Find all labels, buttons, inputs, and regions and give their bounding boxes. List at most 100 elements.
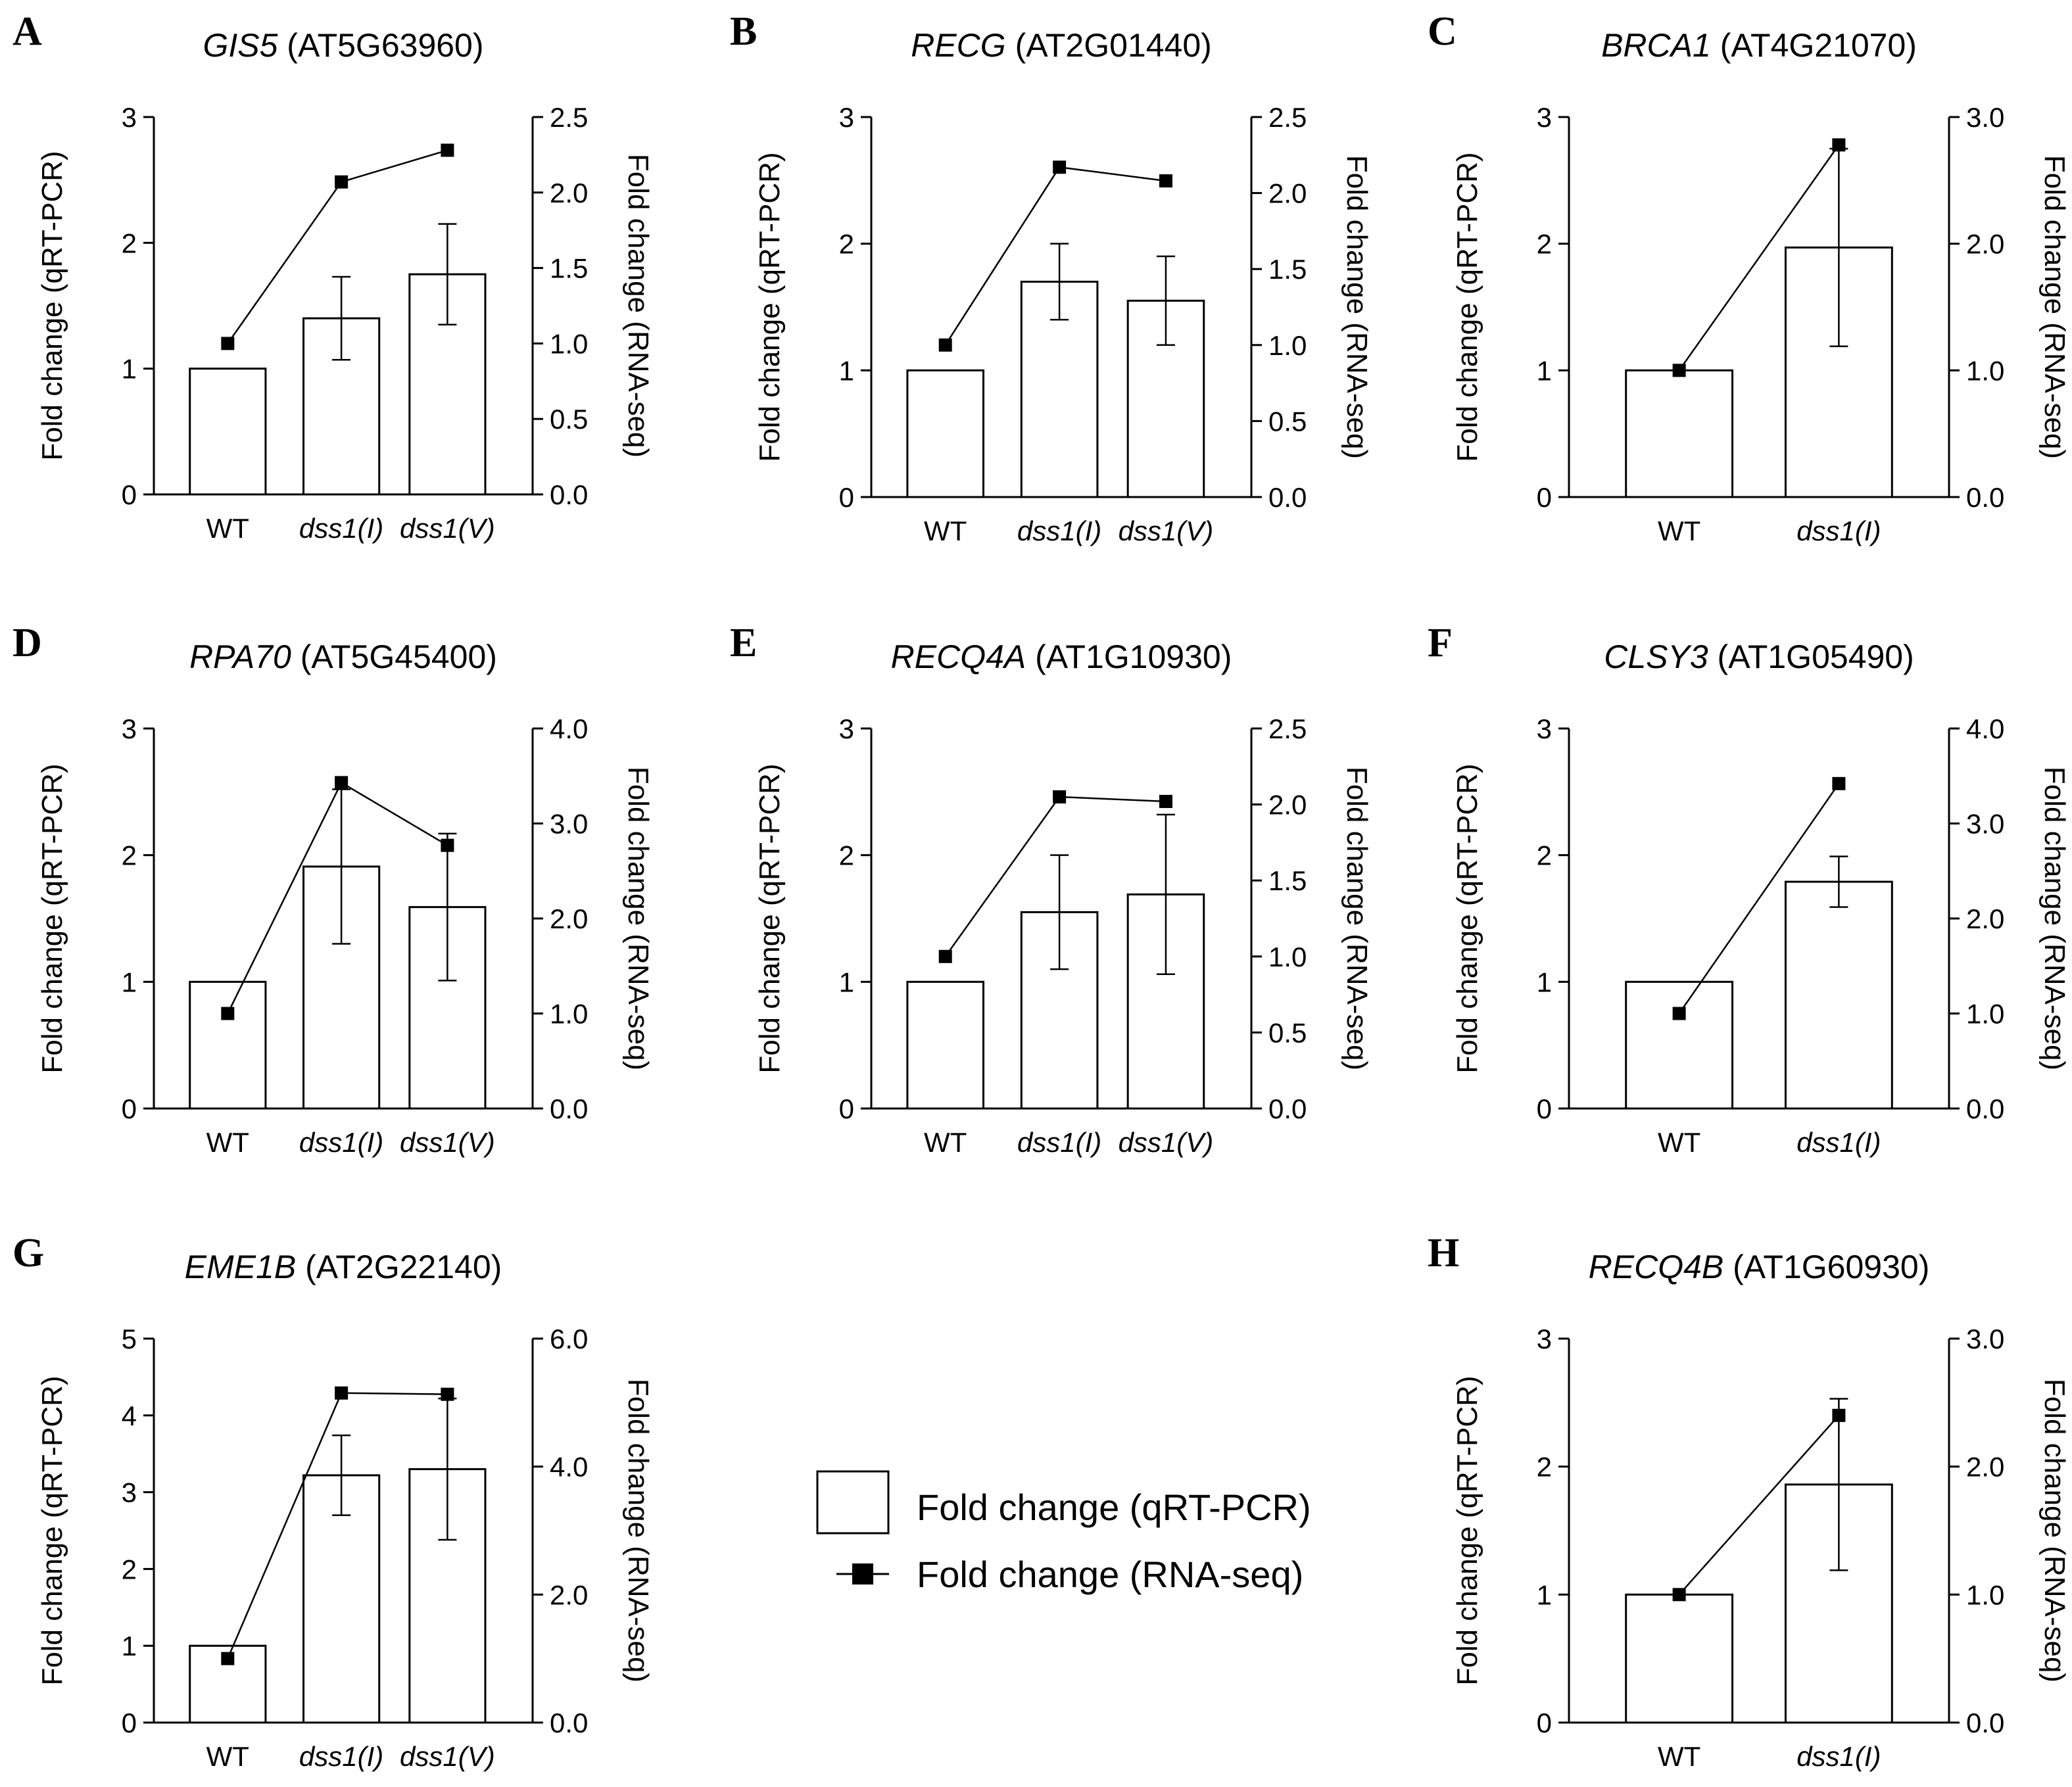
y-tick-label-left: 2 — [1537, 840, 1552, 871]
y-tick-label-right: 2.0 — [1966, 1452, 2004, 1483]
bar-0 — [1625, 1593, 1734, 1724]
bar-0 — [1625, 369, 1734, 498]
panel-letter: A — [12, 9, 42, 54]
error-bar-1 — [1050, 854, 1069, 970]
rna-seq-point-1 — [335, 175, 349, 189]
y-axis-title-left: Fold change (qRT-PCR) — [1451, 763, 1483, 1073]
y-tick-label-left: 0 — [1537, 482, 1552, 513]
error-bar-2 — [1156, 813, 1175, 976]
y-tick-label-right: 0.0 — [1268, 482, 1307, 513]
y-tick-label-left: 2 — [122, 1554, 137, 1584]
y-tick-label-right: 0.5 — [550, 404, 588, 435]
error-bar-1 — [1829, 855, 1848, 908]
x-tick-label: dss1(I) — [299, 1741, 383, 1772]
x-tick-label: dss1(I) — [1017, 515, 1101, 546]
y-tick-label-left: 1 — [1537, 1579, 1552, 1610]
x-tick-label: WT — [206, 1741, 249, 1772]
x-tick-label: WT — [924, 1127, 967, 1158]
legend: Fold change (qRT-PCR) Fold change (RNA-s… — [816, 1470, 1311, 1595]
y-tick-label-right: 0.0 — [550, 1093, 588, 1124]
y-tick-label-right: 2.0 — [550, 178, 588, 208]
y-tick-label-left: 1 — [839, 966, 854, 997]
x-tick-label: dss1(V) — [1119, 1127, 1214, 1158]
y-axis-title-right: Fold change (RNA-seq) — [622, 154, 654, 458]
panels-group: A GIS5 (AT5G63960) 0 1 2 3 0.0 0.5 1.0 1.5 2.0 2.5 W… — [12, 9, 2071, 1772]
error-bar-1 — [1829, 1398, 1848, 1571]
y-tick-label-right: 1.0 — [1966, 999, 2004, 1030]
y-tick-label-left: 2 — [1537, 229, 1552, 260]
error-bar-1 — [332, 1434, 351, 1516]
chart-title: RPA70 (AT5G45400) — [189, 638, 497, 675]
y-tick-label-right: 3.0 — [1966, 1323, 2004, 1354]
y-tick-label-right: 1.5 — [1268, 865, 1307, 896]
y-tick-label-left: 3 — [1537, 102, 1552, 133]
y-tick-label-left: 2 — [839, 840, 854, 871]
bar-0 — [189, 368, 267, 496]
x-tick-label: dss1(V) — [400, 1741, 495, 1772]
y-tick-label-right: 0.5 — [1268, 1017, 1307, 1048]
legend-bar-swatch — [816, 1470, 890, 1535]
y-tick-label-right: 0.0 — [550, 479, 588, 510]
y-tick-label-left: 2 — [122, 227, 137, 258]
y-tick-label-left: 0 — [122, 1707, 137, 1738]
y-axis-title-left: Fold change (qRT-PCR) — [1451, 1375, 1483, 1685]
y-tick-label-right: 1.0 — [1966, 1579, 2004, 1610]
y-tick-label-left: 1 — [122, 354, 137, 385]
rna-seq-point-2 — [441, 838, 454, 852]
x-tick-label: dss1(I) — [299, 513, 383, 544]
chart-title: RECQ4A (AT1G10930) — [891, 638, 1232, 675]
rna-seq-line — [1678, 1414, 1840, 1596]
error-bar-2 — [438, 832, 457, 982]
y-tick-label-right: 4.0 — [550, 1452, 588, 1483]
chart-title: RECQ4B (AT1G60930) — [1589, 1249, 1930, 1285]
y-tick-label-right: 4.0 — [1966, 713, 2004, 744]
rna-seq-point-2 — [441, 1387, 454, 1401]
bar-0 — [906, 980, 985, 1110]
rna-seq-point-2 — [441, 143, 454, 157]
rna-seq-point-1 — [1832, 776, 1846, 790]
chart-title: CLSY3 (AT1G05490) — [1604, 638, 1914, 675]
panel-letter: F — [1428, 621, 1453, 665]
error-bar-2 — [438, 223, 457, 325]
y-axis-title-right: Fold change (RNA-seq) — [2038, 155, 2071, 459]
y-tick-label-left: 1 — [1537, 966, 1552, 997]
y-tick-label-right: 4.0 — [550, 713, 588, 744]
rna-seq-point-1 — [335, 1386, 349, 1400]
bar-1 — [1784, 880, 1893, 1110]
y-axis-title-left: Fold change (qRT-PCR) — [754, 763, 786, 1073]
y-tick-label-left: 3 — [1537, 1323, 1552, 1354]
y-tick-label-right: 2.0 — [1966, 229, 2004, 260]
rna-seq-point-0 — [221, 1652, 235, 1665]
y-axis-title-left: Fold change (qRT-PCR) — [36, 1375, 68, 1685]
bar-0 — [906, 369, 985, 498]
x-tick-label: dss1(V) — [400, 513, 495, 544]
y-tick-label-right: 2.5 — [550, 102, 588, 133]
y-axis-title-right: Fold change (RNA-seq) — [2038, 767, 2071, 1070]
y-tick-label-left: 0 — [1537, 1707, 1552, 1738]
rna-seq-point-2 — [1159, 174, 1172, 188]
panel-letter: G — [12, 1231, 44, 1275]
y-tick-label-right: 3.0 — [1966, 809, 2004, 840]
y-tick-label-right: 2.0 — [1966, 903, 2004, 934]
y-tick-label-left: 0 — [839, 482, 854, 513]
y-tick-label-right: 6.0 — [550, 1323, 588, 1354]
rna-seq-point-1 — [1832, 1408, 1846, 1422]
x-tick-label: dss1(I) — [1017, 1127, 1101, 1158]
y-axis-title-right: Fold change (RNA-seq) — [622, 767, 654, 1070]
y-tick-label-left: 3 — [1537, 713, 1552, 744]
y-tick-label-right: 1.0 — [1268, 941, 1307, 972]
y-tick-label-left: 3 — [122, 102, 137, 133]
y-axis-title-left: Fold change (qRT-PCR) — [36, 151, 68, 460]
chart-title: GIS5 (AT5G63960) — [203, 27, 483, 64]
rna-seq-point-1 — [335, 776, 349, 790]
rna-seq-point-0 — [221, 337, 235, 350]
x-tick-label: WT — [1658, 515, 1700, 546]
rna-seq-point-1 — [1053, 160, 1067, 174]
y-tick-label-left: 2 — [839, 229, 854, 260]
legend-bar-label: Fold change (qRT-PCR) — [917, 1487, 1311, 1528]
chart-title: BRCA1 (AT4G21070) — [1601, 27, 1917, 64]
y-tick-label-left: 2 — [1537, 1452, 1552, 1483]
y-tick-label-left: 0 — [839, 1093, 854, 1124]
y-tick-label-left: 1 — [1537, 355, 1552, 386]
